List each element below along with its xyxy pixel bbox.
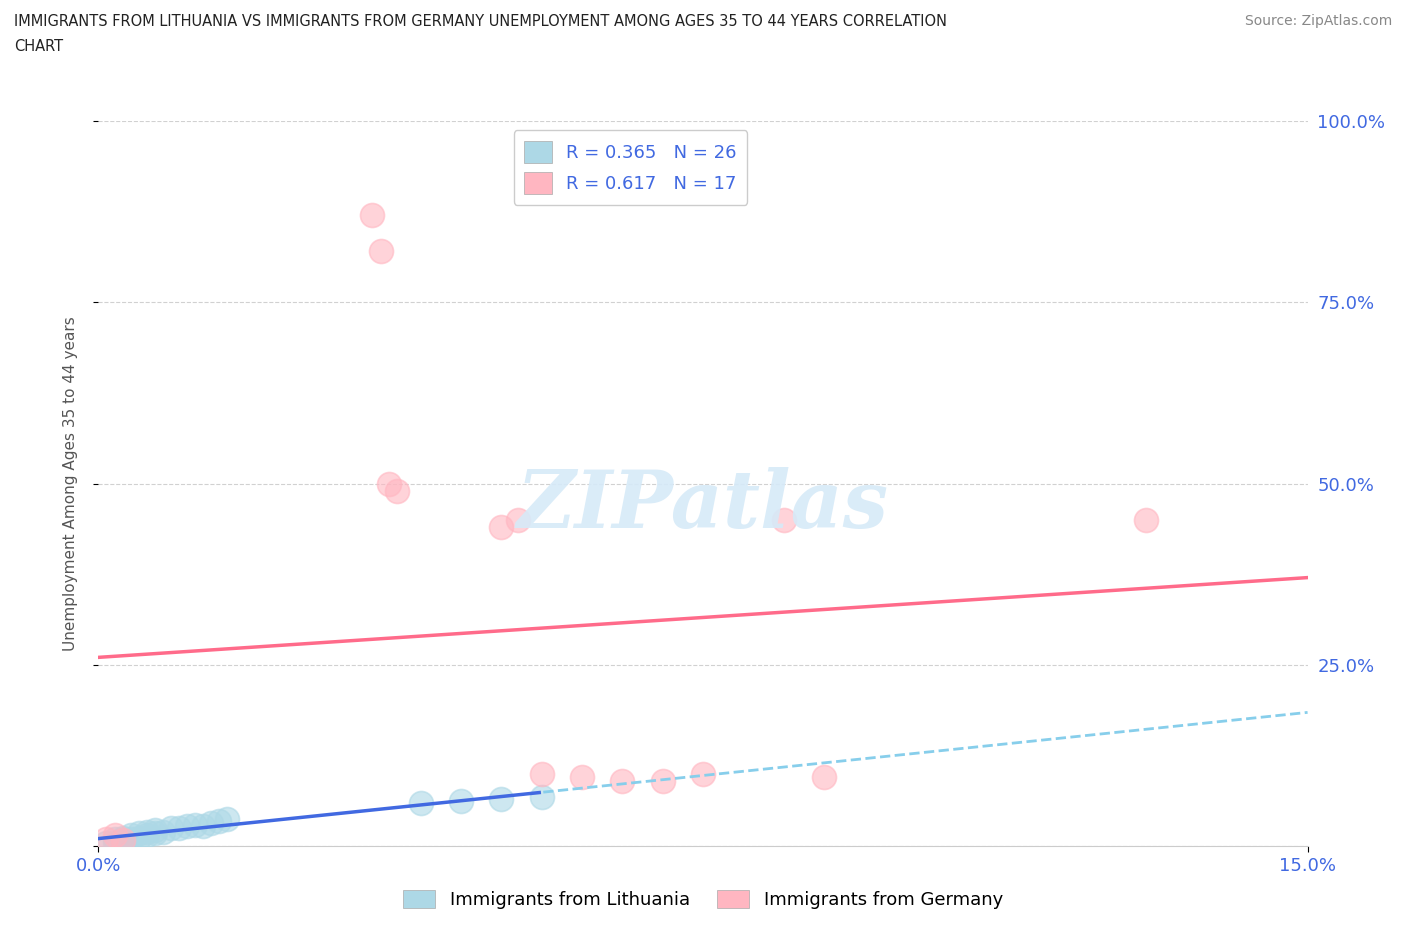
Point — [491, 520, 513, 535]
Point — [167, 821, 190, 836]
Point — [96, 831, 118, 846]
Point — [176, 818, 198, 833]
Point — [193, 818, 215, 833]
Point — [120, 831, 142, 846]
Point — [103, 835, 125, 850]
Text: IMMIGRANTS FROM LITHUANIA VS IMMIGRANTS FROM GERMANY UNEMPLOYMENT AMONG AGES 35 : IMMIGRANTS FROM LITHUANIA VS IMMIGRANTS … — [14, 14, 948, 29]
Point — [450, 794, 472, 809]
Point — [491, 791, 513, 806]
Point — [612, 774, 634, 789]
Point — [111, 833, 134, 848]
Point — [385, 484, 408, 498]
Point — [208, 814, 231, 829]
Point — [103, 831, 125, 846]
Point — [1135, 512, 1157, 527]
Y-axis label: Unemployment Among Ages 35 to 44 years: Unemployment Among Ages 35 to 44 years — [63, 316, 77, 651]
Legend: Immigrants from Lithuania, Immigrants from Germany: Immigrants from Lithuania, Immigrants fr… — [395, 883, 1011, 916]
Point — [692, 766, 714, 781]
Point — [111, 833, 134, 848]
Point — [152, 824, 174, 839]
Point — [200, 816, 222, 830]
Point — [128, 830, 150, 845]
Point — [506, 512, 529, 527]
Point — [571, 770, 593, 785]
Point — [160, 821, 183, 836]
Point — [143, 826, 166, 841]
Point — [111, 830, 134, 845]
Point — [370, 244, 392, 259]
Point — [120, 828, 142, 843]
Point — [772, 512, 794, 527]
Point — [530, 790, 553, 804]
Point — [530, 766, 553, 781]
Point — [409, 795, 432, 810]
Point — [96, 835, 118, 850]
Point — [361, 207, 384, 222]
Point — [103, 828, 125, 843]
Point — [135, 824, 157, 839]
Point — [143, 823, 166, 838]
Point — [377, 476, 399, 491]
Point — [128, 826, 150, 841]
Point — [184, 817, 207, 832]
Text: ZIPatlas: ZIPatlas — [517, 467, 889, 544]
Legend: R = 0.365   N = 26, R = 0.617   N = 17: R = 0.365 N = 26, R = 0.617 N = 17 — [513, 130, 748, 205]
Point — [651, 774, 673, 789]
Text: Source: ZipAtlas.com: Source: ZipAtlas.com — [1244, 14, 1392, 28]
Point — [217, 811, 239, 826]
Point — [813, 770, 835, 785]
Text: CHART: CHART — [14, 39, 63, 54]
Point — [135, 828, 157, 843]
